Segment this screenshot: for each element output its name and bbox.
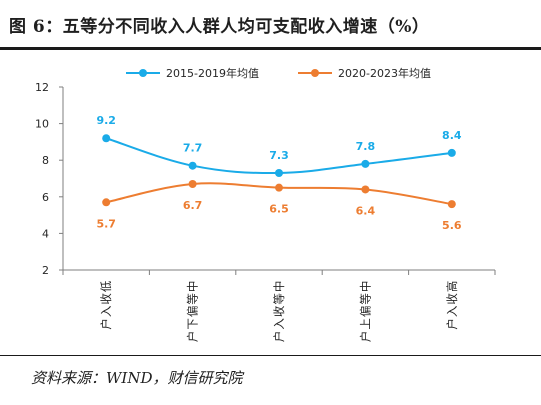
y-tick-label: 2 <box>42 264 49 277</box>
x-category-label-char: 户 <box>358 331 372 343</box>
x-category-label-char: 偏 <box>358 306 372 318</box>
x-category-label-char: 户 <box>186 331 200 343</box>
chart-area: 2 4 6 8 10 12 低收入户中等偏下户中等收入户中等偏上户高收入户 9.2 7.7 7.3… <box>0 50 541 355</box>
series-2-point <box>361 185 370 194</box>
series-2-point <box>447 200 456 209</box>
x-category-label-char: 中 <box>186 281 200 293</box>
legend-swatch-marker <box>139 69 147 77</box>
series-1-data-label: 7.3 <box>269 149 289 162</box>
series-1-point <box>361 159 370 168</box>
series-2-point <box>275 183 283 192</box>
series-1-data-label: 7.8 <box>356 140 376 153</box>
y-tick-label: 4 <box>42 227 49 240</box>
series-2-point <box>188 179 197 188</box>
series-2-data-label: 5.6 <box>442 219 462 232</box>
x-category-label-char: 上 <box>358 318 372 330</box>
x-category-label-char: 中 <box>272 281 286 293</box>
x-category-label-char: 中 <box>358 281 372 293</box>
x-category-label-char: 户 <box>272 331 286 343</box>
title-rule <box>0 47 541 50</box>
x-category-label-char: 入 <box>272 318 286 330</box>
x-category-label-char: 等 <box>358 293 372 305</box>
series-1-data-label: 9.2 <box>96 114 116 127</box>
series-2-data-label: 5.7 <box>96 217 116 230</box>
figure-title: 图 6：五等分不同收入人群人均可支配收入增速（%） <box>9 17 430 37</box>
series-1-point <box>102 134 111 143</box>
series-1-data-label: 7.7 <box>183 142 203 155</box>
x-category-label-char: 收 <box>445 293 459 305</box>
x-category-label-char: 下 <box>186 318 200 330</box>
series-1-data-label: 8.4 <box>442 129 462 142</box>
y-tick-label: 6 <box>42 191 49 204</box>
series-2-data-label: 6.7 <box>183 199 203 212</box>
series-1-point <box>447 148 456 157</box>
source-note: 资料来源：WIND，财信研究院 <box>31 369 243 387</box>
source-rule <box>0 355 541 356</box>
y-tick-label: 10 <box>35 118 49 131</box>
x-category-label-char: 等 <box>186 293 200 305</box>
x-category-label-char: 收 <box>272 305 286 317</box>
series-2-point <box>102 198 111 207</box>
x-category-label-char: 偏 <box>186 306 200 318</box>
figure-title-bar: 图 6：五等分不同收入人群人均可支配收入增速（%） <box>0 0 541 48</box>
x-category-label-char: 入 <box>99 305 113 317</box>
legend-label-1: 2015-2019年均值 <box>166 66 259 80</box>
series-2-data-label: 6.4 <box>356 204 376 217</box>
line-chart: 24681012低收入户中等偏下户中等收入户中等偏上户高收入户9.27.77.3… <box>35 66 496 343</box>
series-1-point <box>275 169 283 178</box>
x-category-label-char: 低 <box>99 280 113 292</box>
x-category-label-char: 高 <box>445 281 459 293</box>
x-category-label-char: 户 <box>445 318 459 330</box>
legend-label-2: 2020-2023年均值 <box>338 66 431 80</box>
legend-swatch-marker <box>311 69 319 77</box>
x-category-label-char: 收 <box>99 293 113 305</box>
x-category-label-char: 等 <box>272 293 286 305</box>
x-category-label-char: 户 <box>99 318 113 330</box>
series-2-data-label: 6.5 <box>269 203 289 216</box>
y-tick-label: 8 <box>42 154 49 167</box>
y-tick-label: 12 <box>35 81 49 94</box>
x-category-label-char: 入 <box>445 305 459 317</box>
series-1-point <box>188 161 197 170</box>
